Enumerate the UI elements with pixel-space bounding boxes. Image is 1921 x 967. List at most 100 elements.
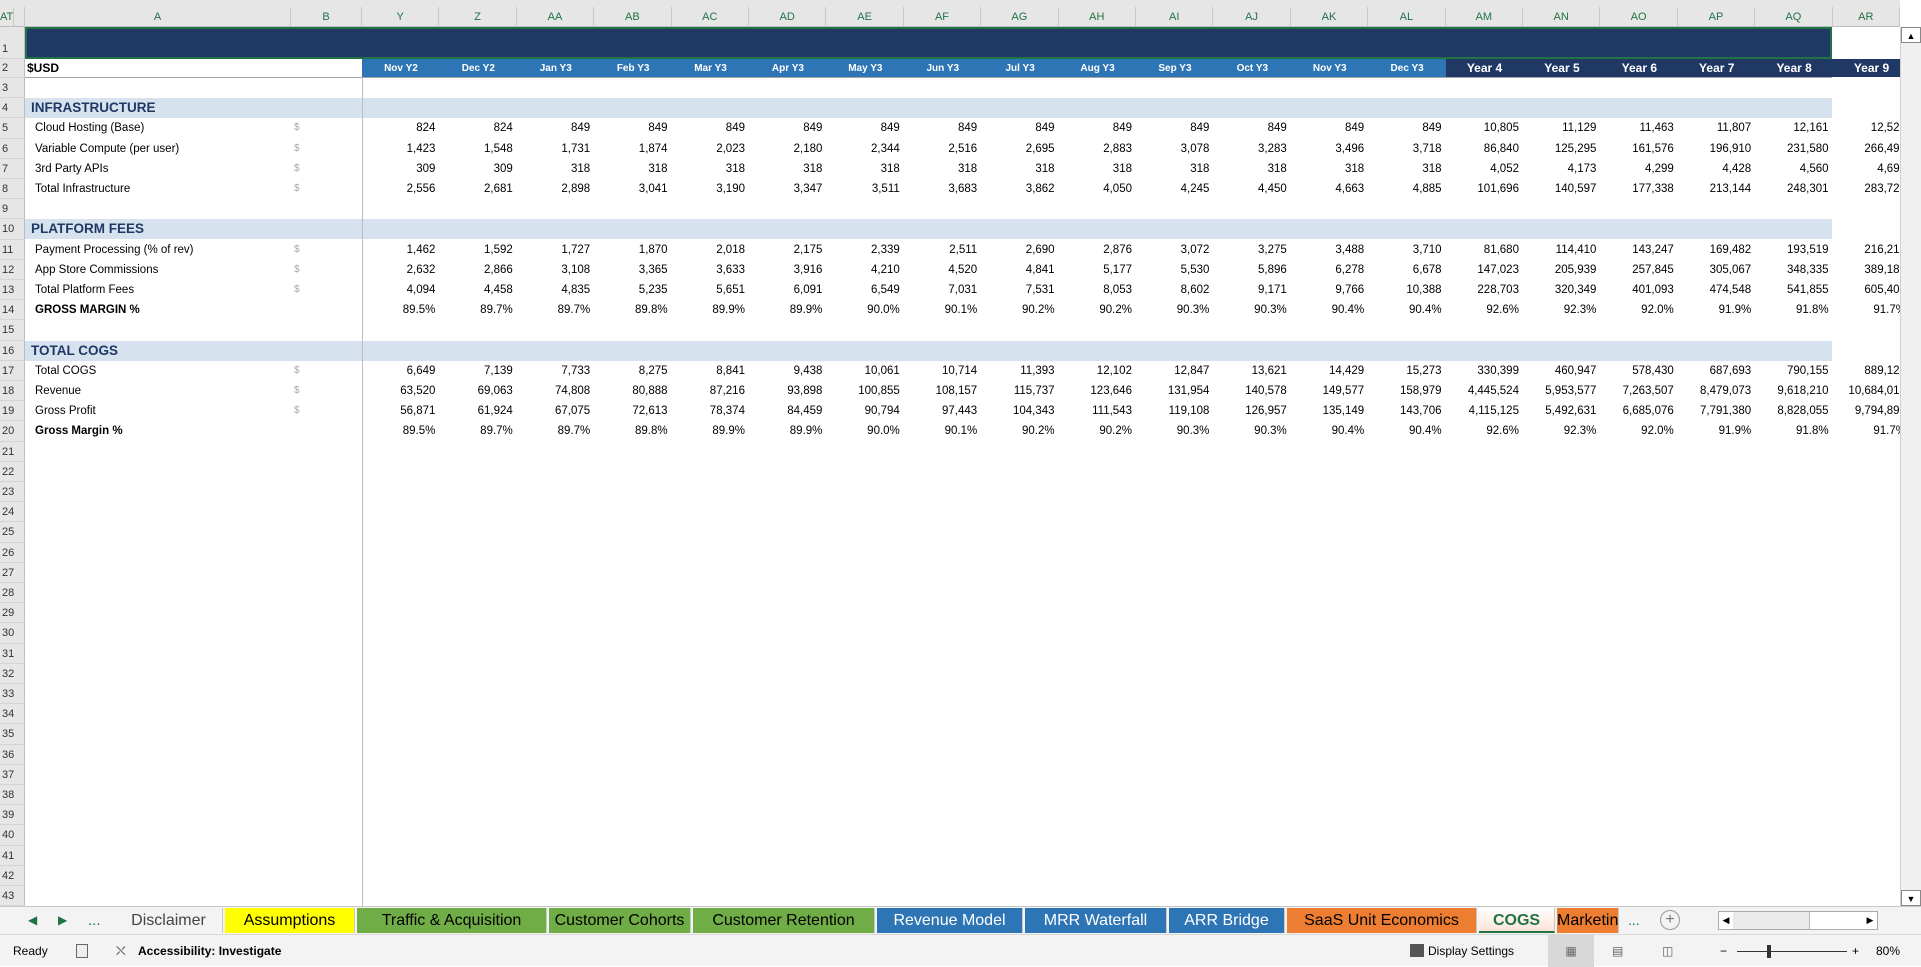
value-cell[interactable]: 56,871 <box>400 405 436 418</box>
value-cell[interactable]: 9,618,210 <box>1777 385 1829 397</box>
value-cell[interactable]: 213,144 <box>1709 183 1752 195</box>
value-cell[interactable]: 4,663 <box>1335 183 1365 195</box>
value-cell[interactable]: 4,299 <box>1645 162 1674 175</box>
value-cell[interactable]: 140,578 <box>1245 385 1287 397</box>
value-cell[interactable]: 318 <box>571 162 591 175</box>
zoom-slider-thumb[interactable] <box>1767 945 1771 958</box>
row-header[interactable]: 24 <box>0 502 25 523</box>
value-cell[interactable]: 90.0% <box>867 304 900 317</box>
value-cell[interactable]: 12,161 <box>1793 122 1829 135</box>
value-cell[interactable]: 89.7% <box>557 425 591 438</box>
sheet-tab-revenue-model[interactable]: Revenue Model <box>877 908 1023 933</box>
value-cell[interactable]: 69,063 <box>477 385 513 397</box>
hscroll-thumb[interactable] <box>1809 912 1863 929</box>
value-cell[interactable]: 89.8% <box>634 425 668 438</box>
value-cell[interactable]: 3,683 <box>948 183 978 195</box>
value-cell[interactable]: 115,737 <box>1013 385 1055 397</box>
value-cell[interactable]: 283,720 <box>1864 183 1900 195</box>
value-cell[interactable]: 91.7% <box>1873 425 1900 438</box>
display-settings-icon[interactable] <box>1410 944 1424 957</box>
tab-scroll-left-icon[interactable]: ◀ <box>28 913 38 927</box>
row-header[interactable]: 29 <box>0 603 25 624</box>
value-cell[interactable]: 4,428 <box>1722 162 1752 175</box>
value-cell[interactable]: 3,365 <box>638 263 668 276</box>
value-cell[interactable]: 67,075 <box>555 405 591 418</box>
column-header-aq[interactable]: AQ <box>1755 7 1833 27</box>
value-cell[interactable]: 8,602 <box>1180 284 1210 296</box>
value-cell[interactable]: 6,091 <box>793 284 823 296</box>
sheet-tab-customer-cohorts[interactable]: Customer Cohorts <box>549 908 691 933</box>
row-header[interactable]: 26 <box>0 542 25 563</box>
row-header[interactable]: 30 <box>0 623 25 644</box>
value-cell[interactable]: 89.9% <box>789 425 823 438</box>
hscroll-left-arrow[interactable]: ◀ <box>1719 912 1733 929</box>
value-cell[interactable]: 90.4% <box>1408 425 1442 438</box>
value-cell[interactable]: 90.0% <box>867 425 900 438</box>
column-header-z[interactable]: Z <box>439 7 517 27</box>
value-cell[interactable]: 474,548 <box>1709 284 1752 296</box>
value-cell[interactable]: 460,947 <box>1554 364 1597 377</box>
currency-label[interactable]: $USD <box>27 61 60 75</box>
value-cell[interactable]: 2,339 <box>871 243 900 256</box>
value-cell[interactable]: 6,678 <box>1412 263 1442 276</box>
value-cell[interactable]: 318 <box>803 162 823 175</box>
row-header[interactable]: 2 <box>0 59 25 78</box>
value-cell[interactable]: 9,794,893 <box>1854 405 1900 418</box>
value-cell[interactable]: 4,245 <box>1180 183 1210 195</box>
value-cell[interactable]: 2,516 <box>948 142 978 155</box>
value-cell[interactable]: 193,519 <box>1787 243 1829 256</box>
value-cell[interactable]: 91.9% <box>1718 304 1752 317</box>
value-cell[interactable]: 7,733 <box>561 364 591 377</box>
tab-more-right[interactable]: ... <box>1628 912 1640 928</box>
value-cell[interactable]: 318 <box>1190 162 1210 175</box>
value-cell[interactable]: 7,139 <box>484 364 513 377</box>
row-header[interactable]: 4 <box>0 98 25 119</box>
sheet-tab-assumptions[interactable]: Assumptions <box>225 908 355 933</box>
value-cell[interactable]: 231,580 <box>1787 142 1829 155</box>
row-header[interactable]: 12 <box>0 259 25 280</box>
column-header-ak[interactable]: AK <box>1290 7 1369 27</box>
macro-record-icon[interactable] <box>76 944 88 958</box>
value-cell[interactable]: 3,041 <box>638 183 668 195</box>
value-cell[interactable]: 1,592 <box>484 243 513 256</box>
zoom-in-button[interactable]: + <box>1852 944 1860 958</box>
row-header[interactable]: 28 <box>0 583 25 604</box>
hscroll-right-arrow[interactable]: ▶ <box>1863 912 1877 929</box>
value-cell[interactable]: 4,458 <box>484 284 513 296</box>
value-cell[interactable]: 10,714 <box>942 364 978 377</box>
column-header-b[interactable]: B <box>291 7 362 27</box>
value-cell[interactable]: 90,794 <box>864 405 900 418</box>
value-cell[interactable]: 1,731 <box>561 142 591 155</box>
value-cell[interactable]: 89.9% <box>712 304 745 317</box>
value-cell[interactable]: 4,520 <box>948 263 978 276</box>
row-label[interactable]: Payment Processing (% of rev) <box>35 243 194 256</box>
column-header-at[interactable]: AT <box>0 7 15 27</box>
sheet-tab-marketing[interactable]: Marketing <box>1557 908 1619 933</box>
value-cell[interactable]: 89.8% <box>634 304 668 317</box>
value-cell[interactable]: 348,335 <box>1787 263 1829 276</box>
row-header[interactable]: 5 <box>0 118 25 139</box>
column-header-al[interactable]: AL <box>1368 7 1446 27</box>
column-header-ap[interactable]: AP <box>1677 7 1756 27</box>
value-cell[interactable]: 101,696 <box>1477 183 1519 195</box>
value-cell[interactable]: 2,175 <box>793 243 823 256</box>
value-cell[interactable]: 330,399 <box>1477 364 1519 377</box>
value-cell[interactable]: 3,496 <box>1335 142 1365 155</box>
zoom-out-button[interactable]: − <box>1720 944 1728 958</box>
value-cell[interactable]: 114,410 <box>1555 243 1597 256</box>
value-cell[interactable]: 90.3% <box>1254 304 1287 317</box>
row-label[interactable]: Gross Margin % <box>35 425 123 438</box>
value-cell[interactable]: 89.9% <box>712 425 745 438</box>
value-cell[interactable]: 9,766 <box>1335 284 1365 296</box>
value-cell[interactable]: 7,531 <box>1025 284 1055 296</box>
value-cell[interactable]: 81,680 <box>1483 243 1519 256</box>
value-cell[interactable]: 11,807 <box>1716 122 1752 135</box>
display-settings-button[interactable]: Display Settings <box>1428 944 1515 958</box>
sheet-tab-traffic-acquisition[interactable]: Traffic & Acquisition <box>357 908 547 933</box>
value-cell[interactable]: 143,706 <box>1400 405 1442 418</box>
row-header[interactable]: 8 <box>0 179 25 200</box>
row-header[interactable]: 17 <box>0 360 25 381</box>
value-cell[interactable]: 849 <box>571 122 591 135</box>
row-header[interactable]: 9 <box>0 199 25 220</box>
value-cell[interactable]: 205,939 <box>1554 263 1597 276</box>
